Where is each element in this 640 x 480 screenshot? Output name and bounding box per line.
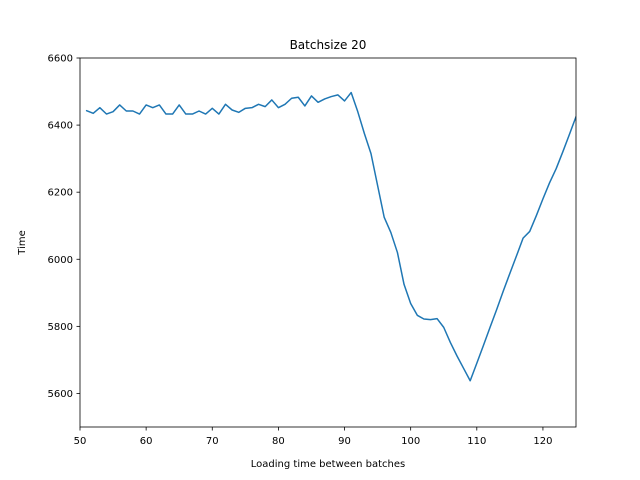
- y-tick-label: 6600: [48, 54, 73, 65]
- x-tick-label: 120: [533, 436, 552, 447]
- y-tick-label: 6200: [48, 188, 73, 199]
- x-tick-label: 70: [206, 436, 219, 447]
- y-tick-label: 5800: [48, 322, 73, 333]
- x-tick-label: 100: [401, 436, 420, 447]
- y-axis-label: Time: [17, 230, 28, 255]
- y-tick-label: 6400: [48, 121, 73, 132]
- x-tick-label: 80: [272, 436, 285, 447]
- x-tick-label: 50: [74, 436, 87, 447]
- x-tick-label: 90: [338, 436, 351, 447]
- plot-frame: [79, 57, 577, 428]
- y-tick-label: 5600: [48, 389, 73, 400]
- series-line-time: [85, 91, 576, 382]
- x-tick-label: 110: [467, 436, 486, 447]
- x-axis: 50 60 70 80 90 100 110 120: [74, 427, 552, 447]
- y-axis: 5600 5800 6000 6200 6400 6600: [48, 54, 80, 400]
- chart-title: Batchsize 20: [290, 38, 367, 52]
- y-tick-label: 6000: [48, 255, 73, 266]
- x-axis-label: Loading time between batches: [251, 459, 405, 470]
- x-tick-label: 60: [140, 436, 153, 447]
